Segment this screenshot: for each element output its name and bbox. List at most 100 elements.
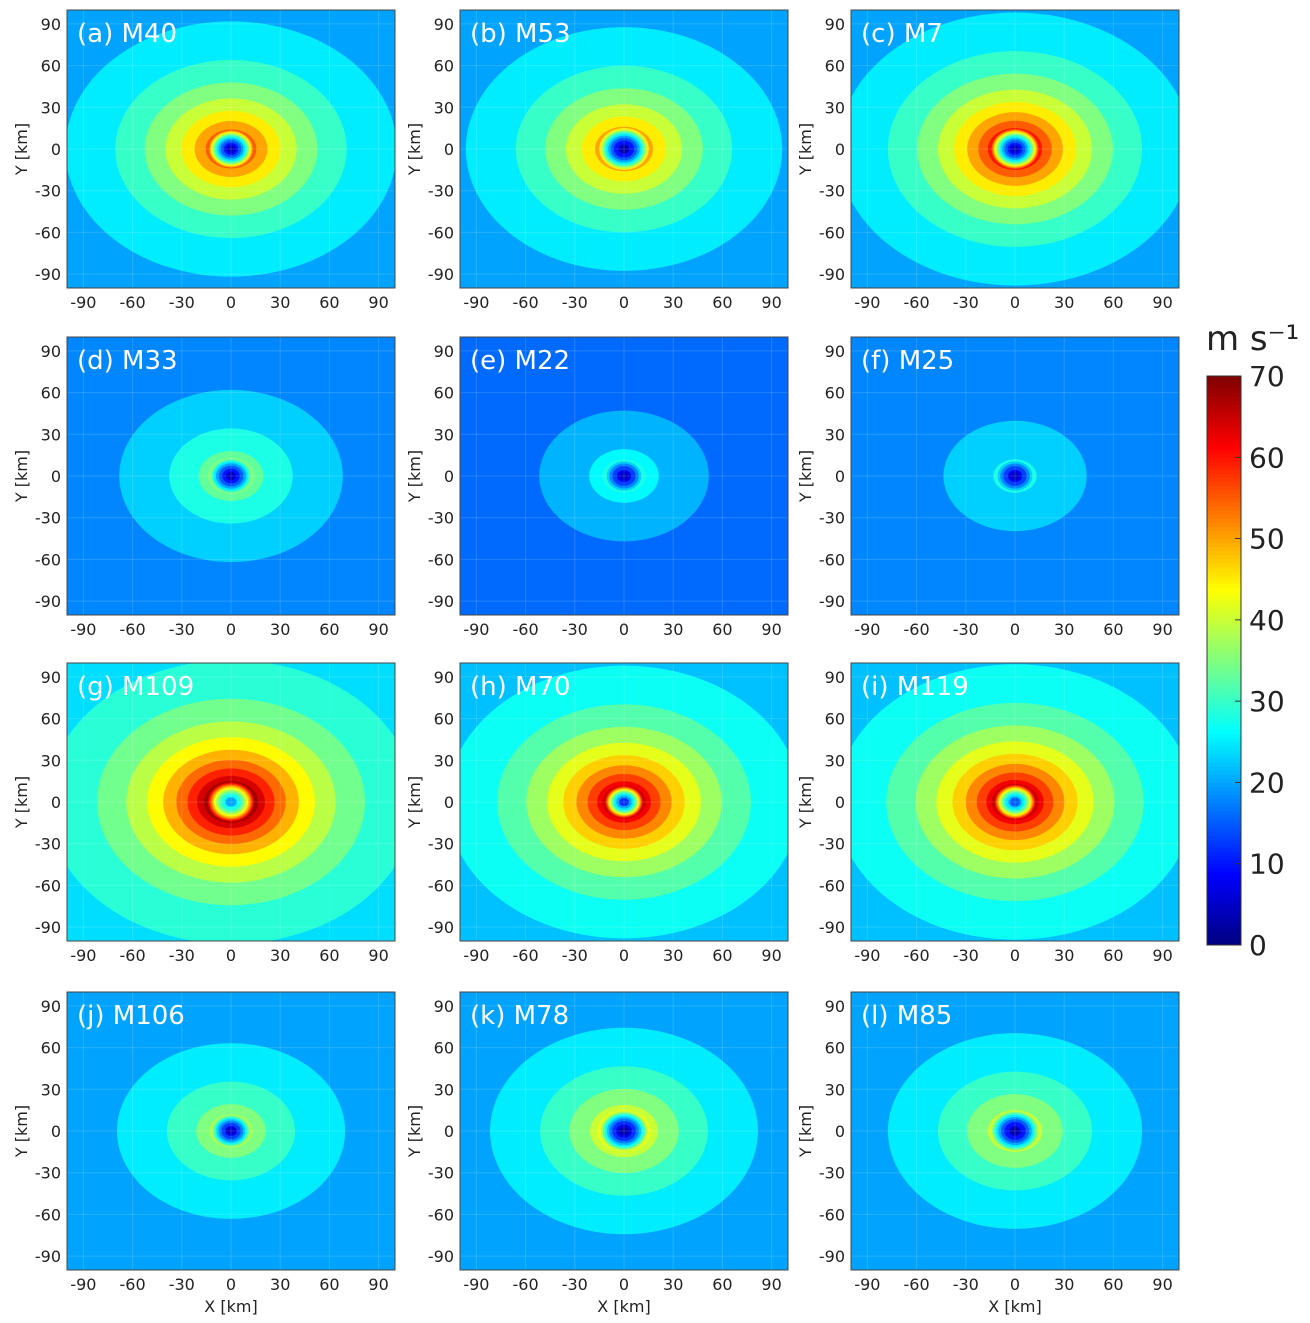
y-tick-label: -30 [35, 182, 61, 201]
colorbar-segment [1207, 640, 1241, 645]
x-tick-label: 90 [1152, 620, 1172, 639]
x-tick-label: -30 [169, 293, 195, 312]
y-tick-label: -60 [35, 876, 61, 895]
y-tick-label: -60 [819, 876, 845, 895]
panel-title: (g) M109 [77, 672, 194, 702]
y-tick-label: 90 [434, 997, 454, 1016]
colorbar-segment [1207, 445, 1241, 450]
colorbar-segment [1207, 493, 1241, 499]
colorbar-segment [1207, 567, 1241, 572]
colorbar-segment [1207, 782, 1241, 787]
colorbar-segment [1207, 863, 1241, 869]
colorbar-segment [1207, 530, 1241, 536]
x-tick-label: -30 [562, 620, 588, 639]
colorbar-segment [1207, 408, 1241, 414]
x-tick-label: 60 [712, 946, 732, 965]
x-tick-label: 0 [1010, 1275, 1020, 1294]
colorbar-segment [1207, 652, 1241, 657]
y-tick-label: 90 [41, 342, 61, 361]
x-tick-label: 90 [1152, 293, 1172, 312]
y-axis-label: Y [km] [796, 1105, 815, 1158]
x-tick-label: 60 [712, 1275, 732, 1294]
y-tick-label: 60 [825, 710, 845, 729]
colorbar-segment [1207, 384, 1241, 389]
y-axis-label: Y [km] [405, 450, 424, 503]
eye [1010, 797, 1020, 807]
y-axis-label: Y [km] [405, 123, 424, 176]
colorbar-tick-label: 40 [1249, 604, 1285, 637]
colorbar-segment [1207, 376, 1241, 381]
y-tick-label: 30 [825, 98, 845, 117]
x-tick-label: 30 [663, 620, 683, 639]
colorbar-segment [1207, 477, 1241, 483]
y-tick-label: -90 [428, 918, 454, 937]
x-tick-label: 30 [663, 1275, 683, 1294]
y-axis-label: Y [km] [405, 1105, 424, 1158]
x-tick-label: 30 [663, 293, 683, 312]
panel [460, 992, 788, 1270]
y-tick-label: 60 [434, 384, 454, 403]
colorbar-segment [1207, 656, 1241, 661]
colorbar-segment [1207, 465, 1241, 470]
colorbar-segment [1207, 896, 1241, 901]
y-tick-label: 30 [434, 1080, 454, 1099]
colorbar-segment [1207, 884, 1241, 889]
x-tick-label: 90 [761, 1275, 781, 1294]
y-tick-label: 60 [434, 710, 454, 729]
y-axis-label: Y [km] [796, 123, 815, 176]
panel-title: (a) M40 [77, 19, 177, 49]
y-tick-label: -30 [428, 1164, 454, 1183]
y-tick-label: 30 [825, 425, 845, 444]
x-tick-label: 0 [619, 946, 629, 965]
colorbar-segment [1207, 400, 1241, 405]
colorbar-segment [1207, 855, 1241, 861]
y-tick-label: -30 [35, 509, 61, 528]
colorbar-segment [1207, 798, 1241, 804]
x-tick-label: -90 [463, 620, 489, 639]
colorbar-segment [1207, 879, 1241, 885]
x-tick-label: 60 [319, 946, 339, 965]
y-tick-label: -30 [428, 835, 454, 854]
y-tick-label: -90 [819, 1247, 845, 1266]
x-axis-label: X [km] [988, 1297, 1041, 1316]
colorbar-segment [1207, 745, 1241, 751]
colorbar-segment [1207, 424, 1241, 430]
x-tick-label: 30 [1054, 1275, 1074, 1294]
colorbar-segment [1207, 904, 1241, 909]
x-tick-label: -60 [513, 946, 539, 965]
x-tick-label: -30 [953, 620, 979, 639]
x-tick-label: -60 [120, 946, 146, 965]
x-tick-label: -30 [169, 620, 195, 639]
y-tick-label: -90 [428, 592, 454, 611]
colorbar-segment [1207, 912, 1241, 918]
x-tick-label: -90 [463, 293, 489, 312]
y-tick-label: -60 [428, 223, 454, 242]
colorbar-segment [1207, 473, 1241, 479]
y-tick-label: -30 [819, 509, 845, 528]
eye [1010, 1126, 1020, 1136]
colorbar-segment [1207, 758, 1241, 763]
axes-frame [850, 336, 1180, 616]
colorbar-segment [1207, 506, 1241, 511]
colorbar-segment [1207, 571, 1241, 576]
y-tick-label: 30 [41, 98, 61, 117]
colorbar-segment [1207, 554, 1241, 560]
x-tick-label: -90 [70, 620, 96, 639]
x-tick-label: -60 [904, 620, 930, 639]
colorbar-segment [1207, 774, 1241, 779]
colorbar-segment [1207, 924, 1241, 930]
colorbar-segment [1207, 827, 1241, 832]
y-tick-label: 90 [825, 342, 845, 361]
x-tick-label: 30 [270, 293, 290, 312]
colorbar-segment [1207, 705, 1241, 710]
x-tick-label: 60 [1103, 620, 1123, 639]
x-tick-label: 0 [226, 293, 236, 312]
x-tick-label: -90 [854, 946, 880, 965]
colorbar-segment [1207, 526, 1241, 531]
y-tick-label: 30 [825, 751, 845, 770]
colorbar-segment [1207, 762, 1241, 767]
x-tick-label: -60 [120, 1275, 146, 1294]
colorbar-segment [1207, 672, 1241, 678]
colorbar-segment [1207, 514, 1241, 519]
